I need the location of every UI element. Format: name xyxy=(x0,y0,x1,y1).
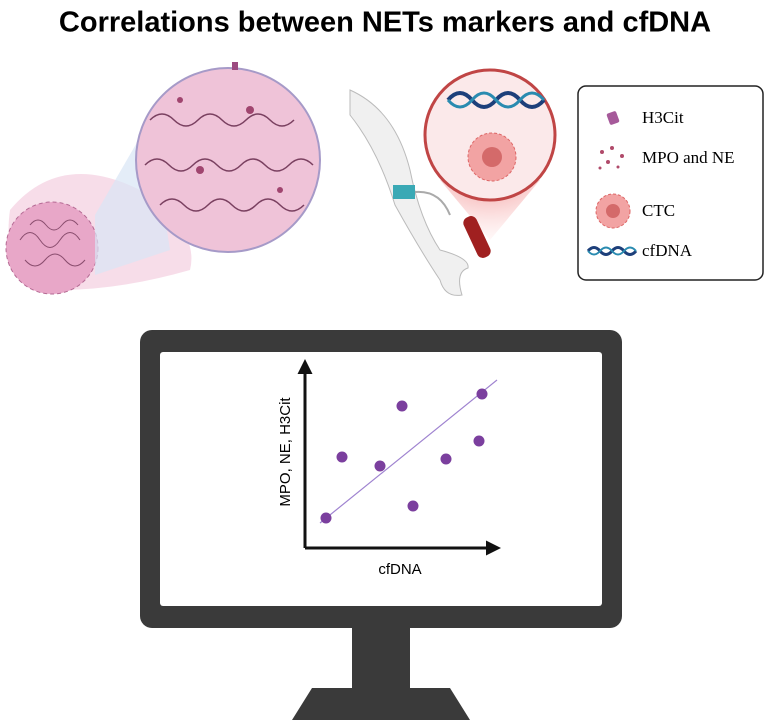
point xyxy=(396,400,408,412)
point xyxy=(320,512,332,524)
x-axis-label: cfDNA xyxy=(378,561,421,578)
legend-label: H3Cit xyxy=(642,108,684,127)
point xyxy=(336,451,348,463)
monitor xyxy=(140,330,622,720)
point xyxy=(440,453,452,465)
title: Correlations between NETs markers and cf… xyxy=(59,7,711,39)
legend-label: MPO and NE xyxy=(642,148,735,167)
point xyxy=(407,500,419,512)
trend-line xyxy=(319,379,498,524)
net-illustration xyxy=(5,62,321,295)
arm-illustration xyxy=(349,68,557,296)
point xyxy=(476,388,488,400)
point xyxy=(473,435,485,447)
legend-label: CTC xyxy=(642,201,675,220)
y-axis-label: MPO, NE, H3Cit xyxy=(277,397,294,507)
point xyxy=(374,460,386,472)
scatter-plot: cfDNA MPO, NE, H3Cit xyxy=(277,359,501,578)
legend-label: cfDNA xyxy=(642,241,693,260)
legend: H3Cit MPO and NE CTC cfDNA xyxy=(577,85,764,281)
